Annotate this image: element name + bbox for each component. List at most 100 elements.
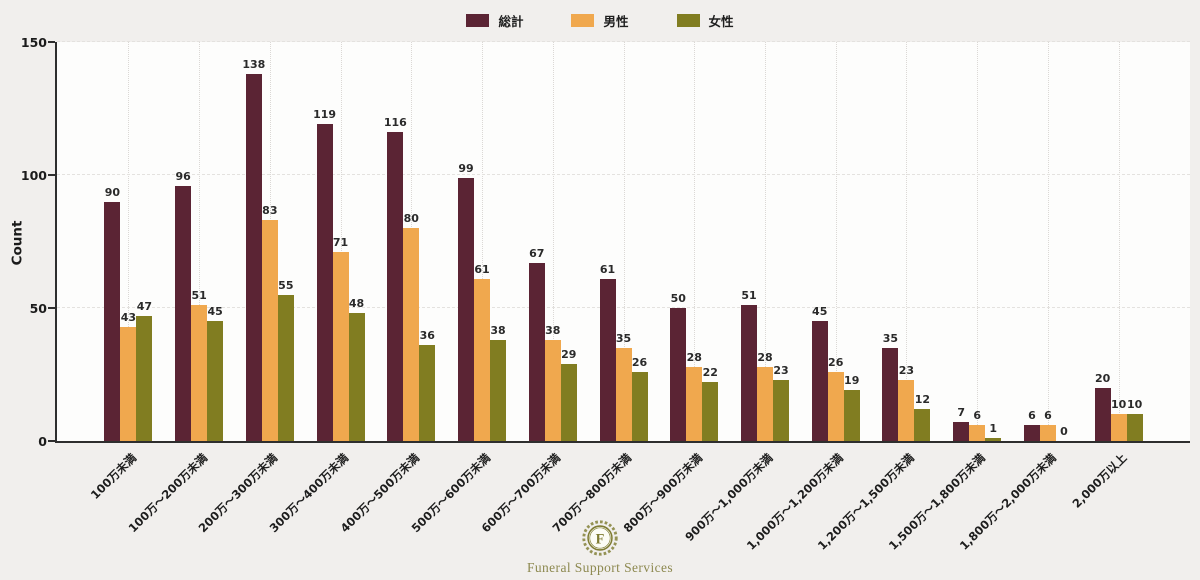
bar-value-label: 80 [403,212,419,226]
brand-logo-icon: F [582,520,618,556]
bars: 99 61 38 [447,42,518,441]
bar-男性-13: 6 [1039,42,1056,441]
bar-value-label: 138 [242,57,266,71]
bar-group-5: 99 61 38 500万〜600万未満 [408,42,518,535]
bar-fill [419,345,436,441]
bar-value-label: 45 [812,305,828,319]
bar-group-1: 96 51 45 100万〜200万未満 [125,42,235,535]
bar-value-label: 6 [1044,409,1052,423]
bar-value-label: 51 [741,289,757,303]
bar-fill [528,262,545,441]
bar-fill [136,315,153,441]
bar-fill [490,339,507,441]
bar-value-label: 6 [973,409,981,423]
bar-fill [615,347,632,441]
bar-fill [104,201,121,441]
vertical-gridline [482,42,484,441]
bar-総計-14: 20 [1094,42,1111,441]
y-tick-mark-150 [48,41,55,43]
bar-value-label: 83 [262,204,278,218]
bar-男性-12: 6 [969,42,986,441]
bar-女性-10: 19 [843,42,860,441]
bar-男性-7: 35 [615,42,632,441]
bar-value-label: 38 [490,323,506,337]
bars: 116 80 36 [376,42,447,441]
bars: 61 35 26 [588,42,659,441]
bar-group-3: 119 71 48 300万〜400万未満 [267,42,376,535]
bar-fill [1094,387,1111,441]
bar-総計-3: 119 [313,42,336,441]
bar-総計-0: 90 [104,42,121,441]
vertical-gridline [340,42,342,441]
bar-fill [953,422,970,441]
bar-総計-8: 50 [670,42,687,441]
bars: 119 71 48 [305,42,376,441]
bar-fill [631,371,648,441]
bar-fill [316,124,333,441]
bar-総計-11: 35 [882,42,899,441]
bar-groups-container: 90 43 47 100万未満 96 51 45 100万〜200万未満 138 83 55 200万… [57,42,1190,553]
bar-value-label: 90 [104,185,121,199]
bar-fill [969,425,986,441]
bar-value-label: 67 [529,246,545,260]
bar-value-label: 10 [1126,398,1143,412]
bar-fill [120,326,137,441]
bar-fill [756,366,773,441]
bar-男性-8: 28 [686,42,703,441]
bar-value-label: 22 [702,366,718,380]
bar-value-label: 23 [773,363,789,377]
bar-fill [245,73,262,441]
bar-fill [882,347,899,441]
bar-fill [261,220,278,441]
bar-fill [772,379,789,441]
vertical-gridline [764,42,766,441]
vertical-gridline [906,42,908,441]
bar-女性-5: 38 [490,42,507,441]
bar-fill [843,390,860,441]
bar-value-label: 119 [313,108,337,122]
y-tick-label-0: 0 [38,434,47,449]
bar-男性-0: 43 [120,42,137,441]
x-tick-label-14: 2,000万以上 [1069,450,1130,511]
bar-男性-4: 80 [403,42,420,441]
legend-item-0: 総計 [466,11,523,30]
bar-男性-14: 10 [1110,42,1127,441]
bar-女性-1: 45 [207,42,224,441]
x-tick-label-0: 100万未満 [87,450,139,502]
bar-fill [898,379,915,441]
vertical-gridline [1047,42,1049,441]
y-axis-title: Count [9,220,26,266]
bars: 35 23 12 [871,42,942,441]
bar-value-label: 35 [615,331,632,345]
bar-fill [560,363,577,441]
bar-group-12: 7 6 1 1,500万〜1,800万未満 [886,42,1013,553]
bar-group-8: 50 28 22 800万〜900万未満 [620,42,730,535]
vertical-gridline [977,42,979,441]
vertical-gridline [128,42,130,441]
bar-fill [702,382,719,441]
bar-fill [403,228,420,441]
bar-value-label: 47 [136,299,153,313]
y-tick-mark-0 [48,440,55,442]
bar-value-label: 23 [898,363,915,377]
brand-text: Funeral Support Services [526,560,674,575]
bar-group-7: 61 35 26 700万〜800万未満 [550,42,659,535]
y-tick-label-50: 50 [29,301,47,317]
bar-value-label: 51 [191,289,207,303]
bar-総計-6: 67 [528,42,545,441]
bar-fill [827,371,844,441]
bar-value-label: 26 [828,355,844,369]
bar-fill [277,294,294,441]
bar-value-label: 28 [686,350,702,364]
bar-女性-7: 26 [631,42,648,441]
bar-fill [985,438,1002,441]
bars: 51 28 23 [730,42,801,441]
bar-fill [670,308,687,441]
bar-fill [1039,425,1056,441]
legend-label: 総計 [498,14,524,29]
bar-女性-8: 22 [702,42,719,441]
bar-value-label: 20 [1094,371,1111,385]
bar-fill [914,409,931,441]
vertical-gridline [694,42,696,441]
